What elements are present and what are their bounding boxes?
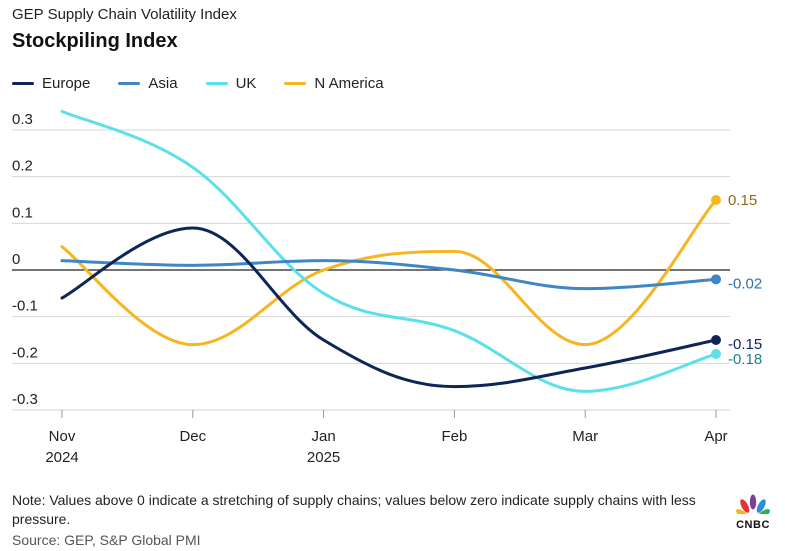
x-tick-label: Feb xyxy=(441,428,467,445)
series-line-n-america xyxy=(60,198,718,347)
legend-label-uk: UK xyxy=(235,75,257,92)
y-tick-label: -0.3 xyxy=(12,391,38,408)
series-line-uk xyxy=(60,109,718,393)
legend-label-europe: Europe xyxy=(42,75,91,92)
logo-text: CNBC xyxy=(736,519,770,531)
y-tick-label: 0.3 xyxy=(12,111,33,128)
legend-item-n-america: N America xyxy=(284,75,384,92)
peacock-icon xyxy=(736,494,770,520)
end-label-asia: -0.02 xyxy=(728,275,762,292)
end-marker-uk xyxy=(711,349,721,359)
legend-swatch-n-america xyxy=(284,82,307,85)
x-tick-label: Nov xyxy=(49,428,76,445)
end-label-n-america: 0.15 xyxy=(728,192,757,209)
y-tick-label: 0.1 xyxy=(12,204,33,221)
legend-label-n-america: N America xyxy=(314,75,384,92)
legend-swatch-asia xyxy=(118,82,141,85)
legend-swatch-uk xyxy=(205,82,228,85)
end-marker-n-america xyxy=(711,195,721,205)
legend: Europe Asia UK N America xyxy=(12,75,412,92)
line-chart: 0.3 0.2 0.1 0 -0.1 -0.2 -0.3 Nov 2024 Dec Jan 2025 F… xyxy=(12,109,762,466)
y-tick-label: -0.2 xyxy=(12,344,38,361)
y-tick-label: 0 xyxy=(12,251,20,268)
legend-item-uk: UK xyxy=(205,75,257,92)
legend-item-asia: Asia xyxy=(118,75,178,92)
x-tick-label: Mar xyxy=(572,428,598,445)
y-tick-label: 0.2 xyxy=(12,158,33,175)
legend-label-asia: Asia xyxy=(148,75,178,92)
series-line-europe xyxy=(60,226,718,389)
end-label-uk: -0.18 xyxy=(728,351,762,368)
legend-swatch-europe xyxy=(12,82,34,85)
series-line-asia xyxy=(60,259,718,291)
footnote: Note: Values above 0 indicate a stretchi… xyxy=(12,492,696,527)
x-tick-label: Jan xyxy=(312,428,336,445)
cnbc-logo: CNBC xyxy=(730,494,776,531)
x-tick-label: Dec xyxy=(179,428,206,445)
legend-item-europe: Europe xyxy=(12,75,90,92)
x-tick-label: 2025 xyxy=(307,449,340,466)
chart-title: Stockpiling Index xyxy=(12,30,178,52)
y-tick-label: -0.1 xyxy=(12,298,38,315)
end-marker-europe xyxy=(711,335,721,345)
end-label-europe: -0.15 xyxy=(728,336,762,353)
chart-subtitle: GEP Supply Chain Volatility Index xyxy=(12,6,237,23)
x-tick-label: 2024 xyxy=(45,449,78,466)
end-marker-asia xyxy=(711,274,721,285)
source-line: Source: GEP, S&P Global PMI xyxy=(12,532,201,548)
x-tick-label: Apr xyxy=(704,428,727,445)
